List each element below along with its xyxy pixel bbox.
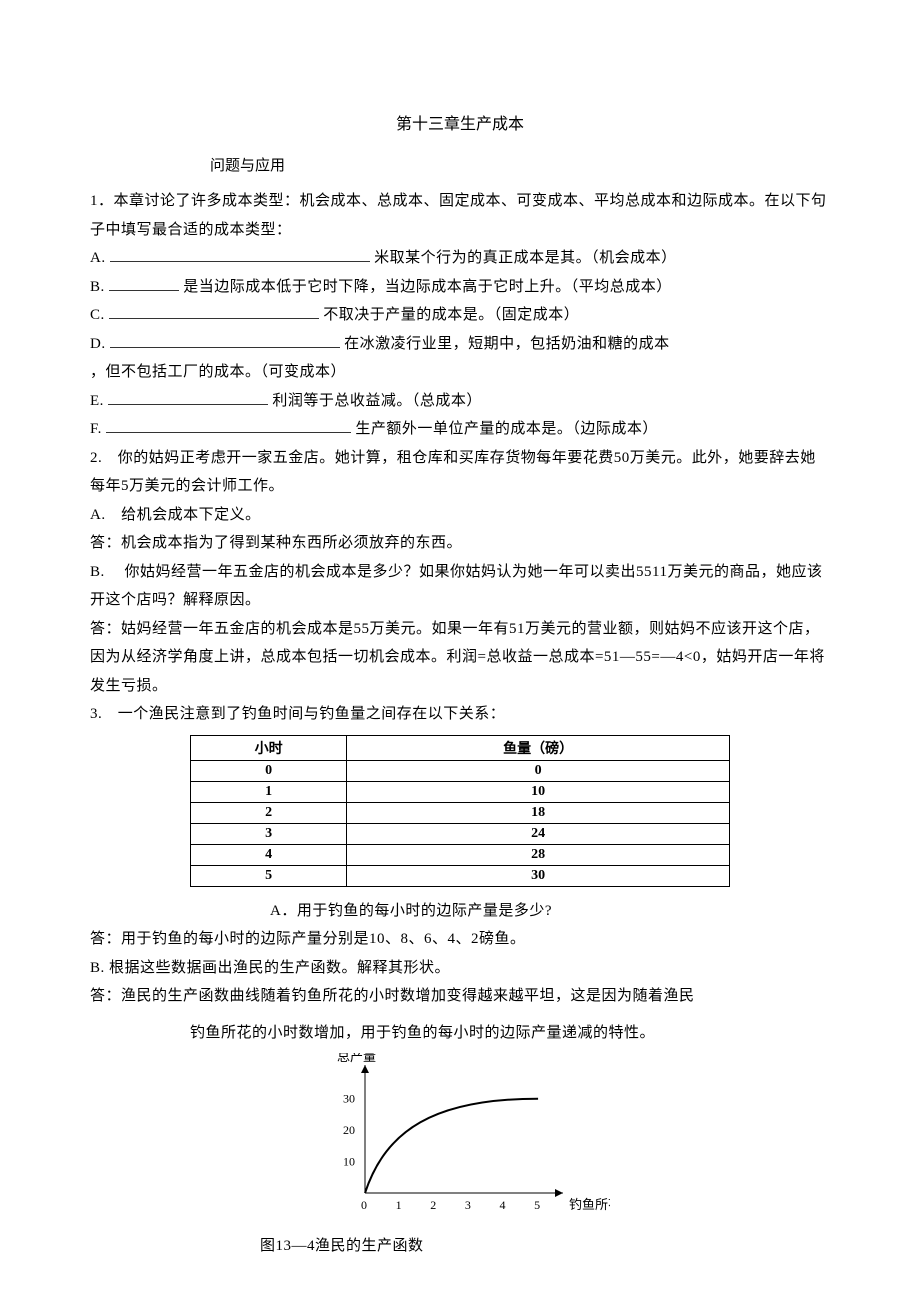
table-cell: 1	[191, 781, 347, 802]
svg-text:3: 3	[465, 1198, 471, 1212]
q3-a: A．用于钓鱼的每小时的边际产量是多少?	[270, 897, 830, 926]
q1-d-text: 在冰激凌行业里，短期中，包括奶油和糖的成本	[344, 336, 670, 352]
q1-option-d-cont: ，但不包括工厂的成本。（可变成本）	[90, 358, 830, 387]
q1-intro: 1．本章讨论了许多成本类型：机会成本、总成本、固定成本、可变成本、平均总成本和边…	[90, 187, 830, 244]
table-row: 00	[191, 760, 730, 781]
q2-a-answer: 答：机会成本指为了得到某种东西所必须放弃的东西。	[90, 529, 830, 558]
q1-d-prefix: D.	[90, 336, 106, 352]
q1-f-text: 生产额外一单位产量的成本是。（边际成本）	[355, 421, 658, 437]
q3-a-answer: 答：用于钓鱼的每小时的边际产量分别是10、8、6、4、2磅鱼。	[90, 925, 830, 954]
table-cell: 3	[191, 823, 347, 844]
table-cell: 2	[191, 802, 347, 823]
table-cell: 5	[191, 865, 347, 886]
table-cell: 0	[191, 760, 347, 781]
q3-b-answer: 答：渔民的生产函数曲线随着钓鱼所花的小时数增加变得越来越平坦，这是因为随着渔民	[90, 982, 830, 1011]
table-row: 110	[191, 781, 730, 802]
q1-b-text: 是当边际成本低于它时下降，当边际成本高于它时上升。（平均总成本）	[183, 279, 672, 295]
svg-text:20: 20	[343, 1123, 355, 1137]
svg-text:5: 5	[534, 1198, 540, 1212]
svg-text:2: 2	[430, 1198, 436, 1212]
q1-option-e: E. 利润等于总收益减。（总成本）	[90, 387, 830, 416]
production-function-graph: 总产量 10 20 30 0 1 2 3 4 5 钓鱼所花的小时数	[310, 1053, 830, 1228]
table-cell: 0	[347, 760, 730, 781]
q1-option-d: D. 在冰激凌行业里，短期中，包括奶油和糖的成本	[90, 330, 830, 359]
q1-e-text: 利润等于总收益减。（总成本）	[272, 393, 482, 409]
graph-caption-bottom: 图13—4渔民的生产函数	[260, 1232, 830, 1261]
table-cell: 18	[347, 802, 730, 823]
q2-intro: 2. 你的姑妈正考虑开一家五金店。她计算，租仓库和买库存货物每年要花费50万美元…	[90, 444, 830, 501]
table-row: 530	[191, 865, 730, 886]
q3-intro: 3. 一个渔民注意到了钓鱼时间与钓鱼量之间存在以下关系：	[90, 700, 830, 729]
q1-b-prefix: B.	[90, 279, 105, 295]
table-header-fish: 鱼量（磅）	[347, 735, 730, 760]
svg-text:4: 4	[499, 1198, 505, 1212]
q1-f-prefix: F.	[90, 421, 102, 437]
q1-a-text: 米取某个行为的真正成本是其。（机会成本）	[374, 250, 677, 266]
q3-b: B. 根据这些数据画出渔民的生产函数。解释其形状。	[90, 954, 830, 983]
blank-e	[108, 389, 268, 405]
svg-text:30: 30	[343, 1092, 355, 1106]
blank-c	[109, 303, 319, 319]
svg-text:钓鱼所花的小时数: 钓鱼所花的小时数	[569, 1197, 610, 1212]
svg-text:1: 1	[396, 1198, 402, 1212]
blank-a	[110, 246, 370, 262]
q2-b-answer: 答：姑妈经营一年五金店的机会成本是55万美元。如果一年有51万美元的营业额，则姑…	[90, 615, 830, 701]
table-cell: 30	[347, 865, 730, 886]
q1-option-b: B. 是当边际成本低于它时下降，当边际成本高于它时上升。（平均总成本）	[90, 273, 830, 302]
table-cell: 4	[191, 844, 347, 865]
graph-caption-top: 钓鱼所花的小时数增加，用于钓鱼的每小时的边际产量递减的特性。	[190, 1019, 830, 1048]
chapter-title: 第十三章生产成本	[90, 110, 830, 134]
table-row: 428	[191, 844, 730, 865]
q1-option-f: F. 生产额外一单位产量的成本是。（边际成本）	[90, 415, 830, 444]
table-cell: 10	[347, 781, 730, 802]
table-row: 218	[191, 802, 730, 823]
q2-b: B. 你姑妈经营一年五金店的机会成本是多少？如果你姑妈认为她一年可以卖出5511…	[90, 558, 830, 615]
fish-table: 小时 鱼量（磅） 00110218324428530	[190, 735, 730, 887]
table-cell: 24	[347, 823, 730, 844]
svg-text:0: 0	[361, 1198, 367, 1212]
q1-option-a: A. 米取某个行为的真正成本是其。（机会成本）	[90, 244, 830, 273]
svg-text:总产量: 总产量	[337, 1053, 376, 1064]
blank-f	[106, 417, 351, 433]
blank-b	[109, 275, 179, 291]
q2-a: A. 给机会成本下定义。	[90, 501, 830, 530]
q1-e-prefix: E.	[90, 393, 104, 409]
q1-option-c: C. 不取决于产量的成本是。（固定成本）	[90, 301, 830, 330]
table-header-hours: 小时	[191, 735, 347, 760]
q1-c-text: 不取决于产量的成本是。（固定成本）	[323, 307, 579, 323]
table-row: 324	[191, 823, 730, 844]
q1-a-prefix: A.	[90, 250, 106, 266]
blank-d	[110, 332, 340, 348]
table-cell: 28	[347, 844, 730, 865]
q1-c-prefix: C.	[90, 307, 105, 323]
svg-text:10: 10	[343, 1155, 355, 1169]
section-subtitle: 问题与应用	[210, 154, 830, 175]
